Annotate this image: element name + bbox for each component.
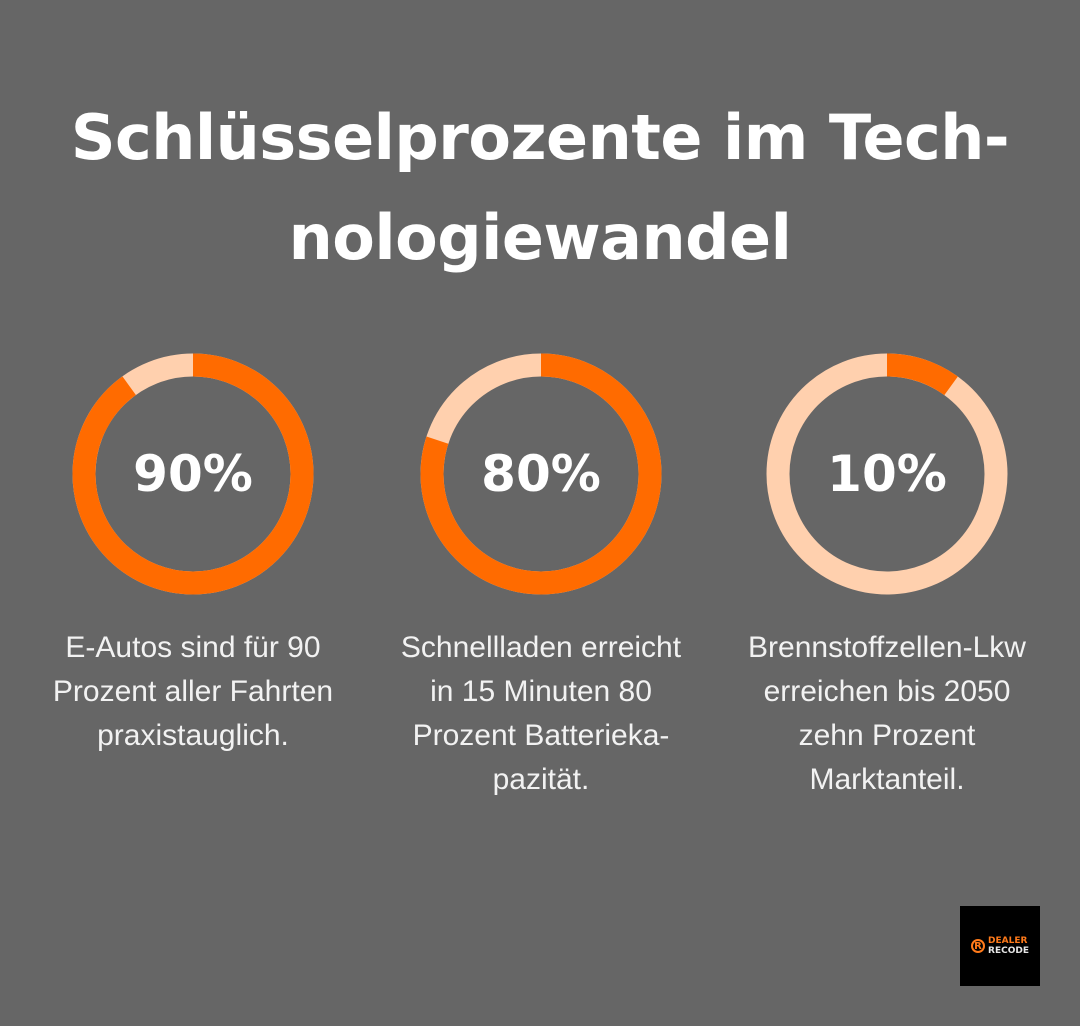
caption-line: praxistauglich. [97,719,289,752]
title-line: Schlüsselprozente im Tech- [70,101,1010,174]
dealer-recode-logo: R DEALER RECODE [960,906,1040,986]
donut-percent-label: 80% [481,445,601,503]
caption-line: zehn Prozent [798,719,976,752]
donut-chart: 10% [766,353,1008,595]
donut-chart: 80% [420,353,662,595]
caption-line: pazität. [492,763,590,796]
donut-percent-label: 10% [827,445,947,503]
logo-mark-icon: R [971,939,986,953]
caption-line: in 15 Minuten 80 [430,675,652,708]
caption-line: erreichen bis 2050 [763,675,1011,708]
donut-value-arc [72,353,314,595]
donut-percent-label: 90% [133,445,253,503]
page-title: Schlüsselprozente im Tech- nologiewandel [0,88,1080,288]
donut-chart: 90% [72,353,314,595]
donut-caption: E-Autos sind für 90 Prozent aller Fahrten… [23,626,363,758]
title-line: nologiewandel [288,201,792,274]
caption-line: Prozent aller Fahrten [52,675,334,708]
caption-line: Marktanteil. [809,763,965,796]
caption-line: Brennstoffzellen-Lkw [748,631,1026,664]
logo-line1: DEALER [988,936,1028,946]
logo-line2: RECODE [988,946,1029,956]
donut-caption: Schnellladen erreicht in 15 Minuten 80 Pro… [371,626,711,802]
caption-line: Schnellladen erreicht [400,631,682,664]
donut-caption: Brennstoffzellen-Lkw erreichen bis 2050 ze… [717,626,1057,802]
donut-value-arc [766,353,1008,595]
caption-line: Prozent Batterieka- [412,719,670,752]
donut-value-arc [420,353,662,595]
caption-line: E-Autos sind für 90 [65,631,321,664]
